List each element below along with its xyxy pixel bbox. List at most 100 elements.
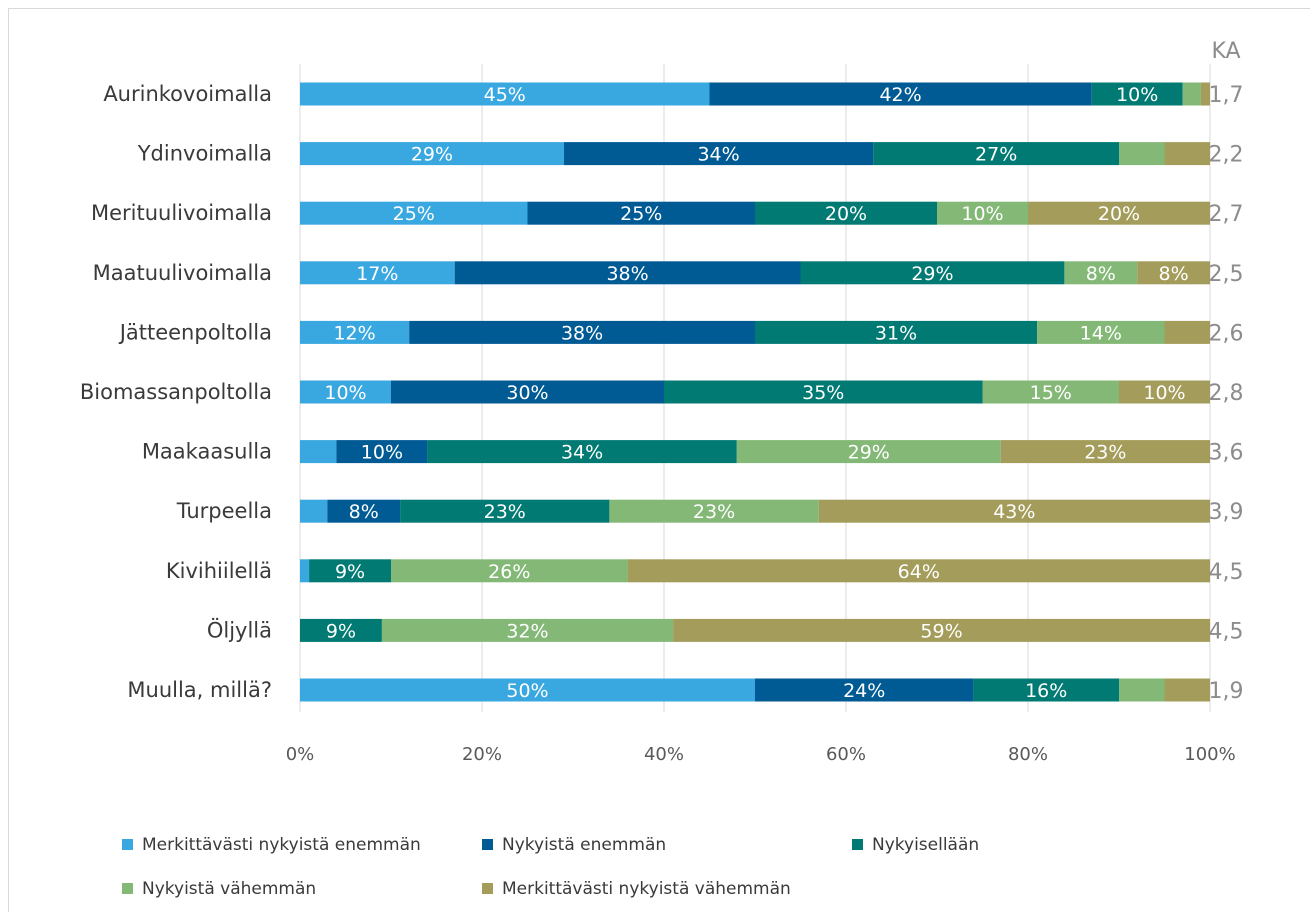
ka-value: 2,6 xyxy=(1209,321,1244,346)
bar-segment xyxy=(709,82,1092,106)
category-label: Kivihiilellä xyxy=(166,559,272,583)
bar-segment xyxy=(755,201,937,225)
data-label: 12% xyxy=(333,322,375,344)
data-label: 14% xyxy=(1080,322,1122,344)
bar-segment xyxy=(1000,440,1210,464)
bar-segment xyxy=(300,440,337,464)
data-label: 42% xyxy=(879,84,921,106)
data-label: 23% xyxy=(484,501,526,523)
ka-value: 1,9 xyxy=(1209,679,1244,704)
ka-value: 3,9 xyxy=(1209,500,1244,525)
bar-segment xyxy=(973,678,1119,702)
bar-segment xyxy=(755,320,1038,344)
bar-segment xyxy=(1164,320,1210,344)
category-label: Öljyllä xyxy=(207,617,272,642)
data-label: 29% xyxy=(911,263,953,285)
bar-segment xyxy=(381,618,674,642)
bar-segment xyxy=(327,499,401,523)
x-tick-label: 0% xyxy=(286,744,315,765)
ka-value: 1,7 xyxy=(1209,83,1244,108)
x-tick-label: 20% xyxy=(462,744,502,765)
category-label: Ydinvoimalla xyxy=(137,142,272,166)
category-label: Merituulivoimalla xyxy=(91,201,272,225)
category-label: Maakaasulla xyxy=(142,440,272,464)
bar-segment xyxy=(454,261,801,285)
bar-segment xyxy=(609,499,819,523)
bar-segment xyxy=(300,678,755,702)
data-label: 25% xyxy=(620,203,662,225)
bar-segment xyxy=(309,559,391,583)
ka-value: 4,5 xyxy=(1209,560,1244,585)
ka-value: 2,8 xyxy=(1209,381,1244,406)
ka-value: 2,7 xyxy=(1209,202,1244,227)
data-label: 23% xyxy=(1084,442,1126,464)
legend-label: Nykyisellään xyxy=(872,835,979,855)
chart-frame xyxy=(8,8,1310,912)
bar-segment xyxy=(1091,82,1183,106)
bar-segment xyxy=(673,618,1210,642)
bar-segment xyxy=(300,82,710,106)
bar-segment xyxy=(300,201,528,225)
bar-segment xyxy=(427,440,737,464)
ka-value: 3,6 xyxy=(1209,441,1244,466)
data-label: 10% xyxy=(1143,382,1185,404)
data-label: 8% xyxy=(1086,263,1116,285)
data-label: 8% xyxy=(349,501,379,523)
ka-header: KA xyxy=(1211,39,1240,64)
data-label: 17% xyxy=(356,263,398,285)
data-label: 26% xyxy=(488,561,530,583)
bar-segment xyxy=(1164,678,1210,702)
data-label: 64% xyxy=(898,561,940,583)
data-label: 9% xyxy=(326,620,356,642)
data-label: 15% xyxy=(1030,382,1072,404)
bar-segment xyxy=(400,499,610,523)
data-label: 38% xyxy=(606,263,648,285)
legend-label: Nykyistä vähemmän xyxy=(142,879,316,899)
data-label: 59% xyxy=(920,620,962,642)
category-label: Maatuulivoimalla xyxy=(93,261,272,285)
category-label: Turpeella xyxy=(176,499,272,523)
legend-swatch xyxy=(482,839,493,850)
legend-swatch xyxy=(122,839,133,850)
x-tick-label: 60% xyxy=(826,744,866,765)
data-label: 34% xyxy=(561,442,603,464)
legend-label: Nykyistä enemmän xyxy=(502,835,666,855)
data-label: 10% xyxy=(361,442,403,464)
legend-swatch xyxy=(122,883,133,894)
data-label: 45% xyxy=(484,84,526,106)
bar-segment xyxy=(563,142,874,166)
bar-segment xyxy=(800,261,1065,285)
category-label: Aurinkovoimalla xyxy=(103,82,272,106)
bar-segment xyxy=(664,380,983,404)
bar-segment xyxy=(300,559,310,583)
bar-segment xyxy=(336,440,428,464)
category-label: Muulla, millä? xyxy=(127,678,272,702)
x-tick-label: 40% xyxy=(644,744,684,765)
data-label: 32% xyxy=(506,620,548,642)
bar-segment xyxy=(1200,82,1210,106)
bar-segment xyxy=(873,142,1119,166)
x-tick-label: 80% xyxy=(1008,744,1048,765)
x-tick-label: 100% xyxy=(1184,744,1235,765)
data-label: 29% xyxy=(848,442,890,464)
legend-label: Merkittävästi nykyistä vähemmän xyxy=(502,879,791,899)
bar-segment xyxy=(1064,261,1138,285)
bar-segment xyxy=(1137,261,1210,285)
data-label: 27% xyxy=(975,144,1017,166)
bar-segment xyxy=(982,380,1119,404)
data-label: 9% xyxy=(335,561,365,583)
bar-segment xyxy=(300,380,391,404)
data-label: 8% xyxy=(1159,263,1189,285)
bar-segment xyxy=(409,320,755,344)
bar-segment xyxy=(300,618,382,642)
ka-value: 2,2 xyxy=(1209,143,1244,168)
data-label: 16% xyxy=(1025,680,1067,702)
data-label: 25% xyxy=(393,203,435,225)
data-label: 10% xyxy=(961,203,1003,225)
bar-segment xyxy=(1037,320,1165,344)
bar-segment xyxy=(1119,142,1165,166)
data-label: 30% xyxy=(506,382,548,404)
bar-segment xyxy=(1028,201,1210,225)
bar-segment xyxy=(391,380,664,404)
bar-segment xyxy=(300,499,328,523)
